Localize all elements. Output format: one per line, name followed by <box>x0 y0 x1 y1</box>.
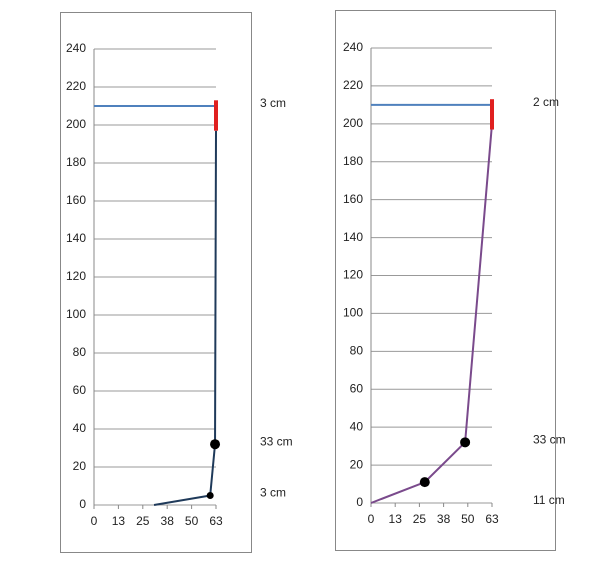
y-tick-label: 200 <box>66 117 86 131</box>
y-tick-label: 160 <box>343 192 363 206</box>
data-point <box>419 477 430 488</box>
data-point <box>206 492 214 499</box>
annotation: 33 cm <box>260 434 293 448</box>
data-point <box>210 439 221 450</box>
chart-frame <box>335 10 556 551</box>
y-tick-label: 60 <box>73 383 87 397</box>
y-tick-label: 40 <box>73 421 87 435</box>
x-tick-label: 13 <box>112 514 126 528</box>
x-tick-label: 38 <box>161 514 175 528</box>
y-tick-label: 180 <box>343 154 363 168</box>
y-tick-label: 80 <box>350 344 364 358</box>
y-tick-label: 180 <box>66 155 86 169</box>
annotation: 3 cm <box>260 486 286 500</box>
x-tick-label: 25 <box>413 512 427 526</box>
x-tick-label: 13 <box>389 512 403 526</box>
y-tick-label: 120 <box>66 269 86 283</box>
y-tick-label: 40 <box>350 419 364 433</box>
y-tick-label: 240 <box>66 41 86 55</box>
y-tick-label: 140 <box>66 231 86 245</box>
y-tick-label: 160 <box>66 193 86 207</box>
y-tick-label: 220 <box>343 78 363 92</box>
x-tick-label: 0 <box>368 512 375 526</box>
x-tick-label: 63 <box>485 512 499 526</box>
y-tick-label: 80 <box>73 345 87 359</box>
y-tick-label: 0 <box>79 497 86 511</box>
y-tick-label: 140 <box>343 230 363 244</box>
y-tick-label: 100 <box>66 307 86 321</box>
y-tick-label: 20 <box>350 457 364 471</box>
x-tick-label: 38 <box>437 512 451 526</box>
annotation: 11 cm <box>533 493 565 507</box>
data-point <box>460 437 471 448</box>
x-tick-label: 50 <box>461 512 475 526</box>
x-tick-label: 25 <box>136 514 150 528</box>
y-tick-label: 240 <box>343 40 363 54</box>
y-tick-label: 60 <box>350 381 364 395</box>
annotation: 33 cm <box>533 433 566 447</box>
data-line <box>370 123 493 504</box>
y-tick-label: 100 <box>343 306 363 320</box>
chart-frame <box>60 12 252 553</box>
y-tick-label: 200 <box>343 116 363 130</box>
x-tick-label: 63 <box>209 514 223 528</box>
annotation: 2 cm <box>533 95 559 109</box>
annotation: 3 cm <box>260 96 286 110</box>
y-tick-label: 220 <box>66 79 86 93</box>
y-tick-label: 120 <box>343 268 363 282</box>
y-tick-label: 20 <box>73 459 87 473</box>
y-tick-label: 0 <box>356 495 363 509</box>
x-tick-label: 0 <box>91 514 98 528</box>
data-line <box>153 130 217 506</box>
x-tick-label: 50 <box>185 514 199 528</box>
